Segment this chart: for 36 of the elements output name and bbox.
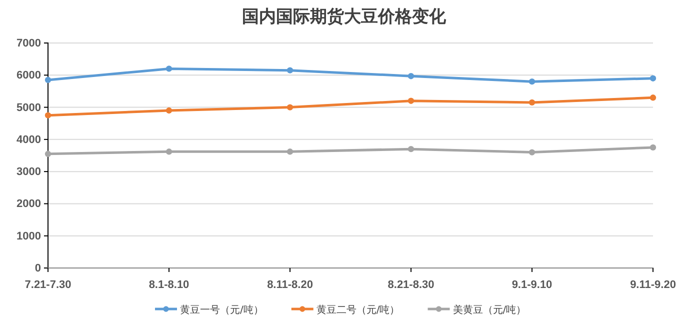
point <box>528 149 536 156</box>
x-tick-label: 8.11-8.20 <box>267 279 313 292</box>
point <box>408 73 414 80</box>
chart-title: 国内国际期货大豆价格变化 <box>242 7 447 27</box>
point <box>166 148 172 155</box>
point <box>528 99 536 106</box>
x-tick-label: 9.1-9.10 <box>512 279 552 292</box>
y-tick-label: 6000 <box>16 70 41 82</box>
legend-label: 美黄豆（元/吨） <box>452 304 526 316</box>
y-tick-label: 5000 <box>16 102 41 114</box>
y-tick-label: 1000 <box>16 230 41 242</box>
point <box>44 150 52 157</box>
point <box>44 76 52 84</box>
point <box>166 107 172 114</box>
y-tick-label: 2000 <box>16 198 41 210</box>
legend-label: 黄豆一号（元/吨） <box>180 304 264 316</box>
x-tick-label: 7.21-7.30 <box>24 279 72 292</box>
x-tick-label: 8.21-8.30 <box>388 279 434 292</box>
point <box>650 144 656 151</box>
y-tick-label: 3000 <box>16 166 41 178</box>
y-tick-label: 0 <box>34 262 41 275</box>
point <box>650 75 656 82</box>
x-tick-label: 8.1-8.10 <box>148 279 190 292</box>
point <box>166 66 172 72</box>
point <box>528 78 536 85</box>
point <box>44 112 52 118</box>
point <box>286 104 294 110</box>
legend-label: 黄豆二号（元/吨） <box>316 304 400 316</box>
point <box>286 148 294 155</box>
y-tick-label: 7000 <box>16 38 41 50</box>
point <box>286 67 294 74</box>
point <box>408 98 414 104</box>
point <box>408 146 414 152</box>
y-tick-label: 4000 <box>16 134 41 146</box>
point <box>650 94 656 101</box>
x-tick-label: 9.11-9.20 <box>630 279 676 292</box>
